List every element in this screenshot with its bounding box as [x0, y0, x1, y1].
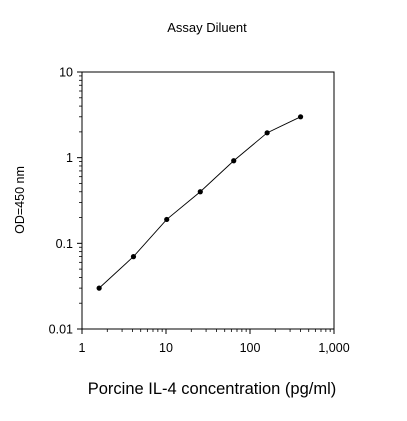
x-tick-label: 100	[240, 341, 261, 355]
data-point	[231, 158, 237, 164]
y-tick-label: 0.01	[49, 323, 73, 337]
x-axis: 1 10 100 1,000	[79, 329, 350, 355]
data-point	[96, 285, 102, 291]
x-tick-label: 10	[159, 341, 173, 355]
plot-border	[81, 71, 335, 330]
y-tick-label: 1	[66, 151, 73, 165]
x-tick-label: 1	[79, 341, 86, 355]
data-point	[130, 254, 137, 260]
data-point	[297, 114, 304, 120]
y-tick-label: 0.1	[56, 237, 73, 251]
y-axis-label: OD=450 nm	[13, 166, 27, 234]
data-point	[197, 189, 203, 195]
data-point	[164, 216, 170, 223]
chart-title: Assay Diluent	[167, 20, 247, 35]
y-axis: 0.01 0.1 1 10	[49, 66, 82, 337]
x-tick-label: 1,000	[318, 341, 349, 355]
series-layer	[96, 114, 304, 291]
series-line	[98, 116, 301, 289]
data-point	[264, 130, 270, 136]
y-tick-label: 10	[59, 66, 73, 80]
x-axis-label: Porcine IL-4 concentration (pg/ml)	[88, 380, 337, 398]
plot-frame	[81, 71, 335, 330]
